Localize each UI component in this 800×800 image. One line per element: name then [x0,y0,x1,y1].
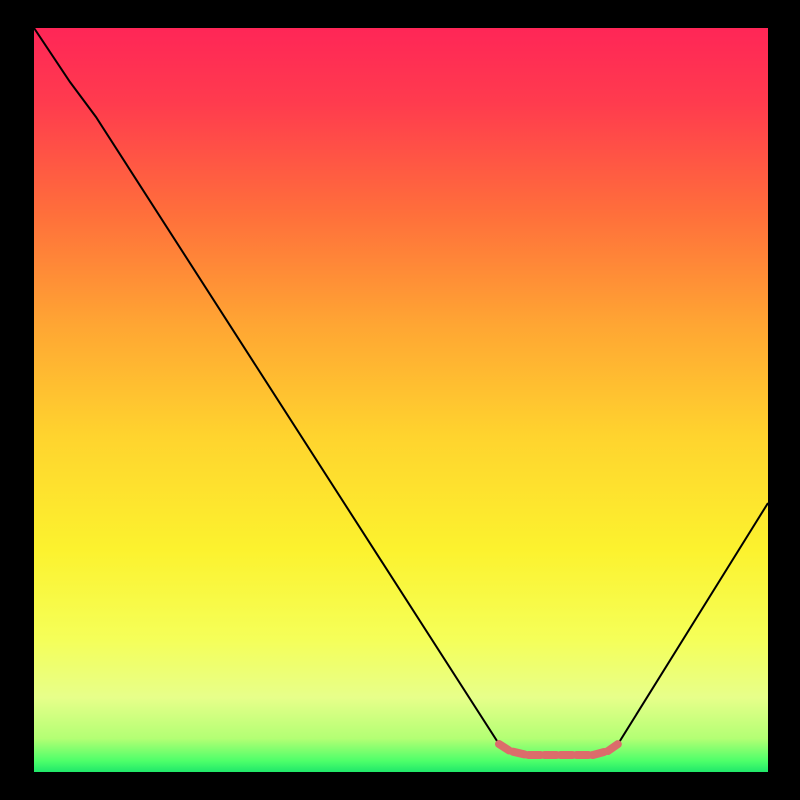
plot-area [0,0,800,800]
gradient-background [34,28,768,772]
chart-frame: TheBottleneck.com [0,0,800,800]
chart-svg [0,0,800,800]
plot-group [34,28,768,772]
